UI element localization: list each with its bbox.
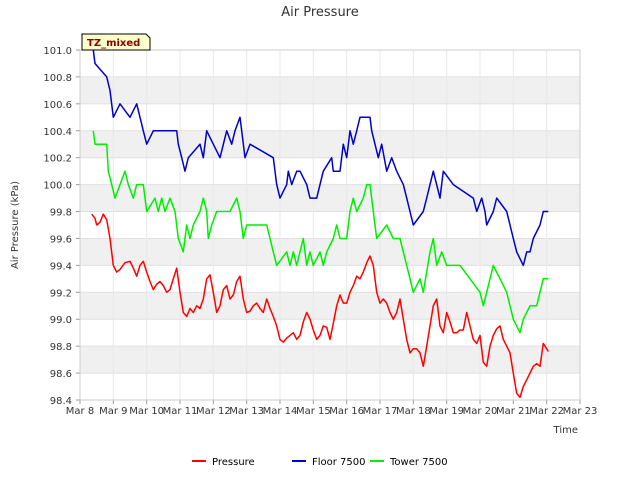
- grid-band: [80, 292, 580, 320]
- x-tick-label: Mar 13: [229, 406, 264, 417]
- y-tick-label: 98.6: [50, 369, 72, 380]
- x-tick-label: Mar 23: [563, 406, 598, 417]
- series-line-floor-7500: [92, 49, 549, 267]
- axis-layer: 98.4 98.6 98.8 99.0 99.2 99.4 99.6 99.8 100.0 100…: [43, 46, 597, 417]
- x-tick-label: Mar 9: [99, 406, 127, 417]
- y-tick-label: 100.2: [43, 154, 72, 165]
- y-axis-label: Air Pressure (kPa): [10, 181, 21, 269]
- y-tick-label: 101.0: [43, 46, 72, 57]
- x-tick-label: Mar 12: [196, 406, 231, 417]
- y-tick-label: 100.8: [43, 73, 72, 84]
- x-tick-label: Mar 21: [496, 406, 531, 417]
- tz-badge: TZ_mixed: [81, 33, 151, 51]
- grid-layer: [79, 49, 581, 401]
- y-tick-label: 98.4: [50, 396, 72, 407]
- plot-frame: [79, 49, 581, 401]
- x-tick-label: Mar 20: [463, 406, 498, 417]
- y-tick-label: 99.8: [50, 208, 72, 219]
- x-tick-label: Mar 19: [429, 406, 464, 417]
- chart-title: Air Pressure: [281, 5, 359, 20]
- y-tick-label: 100.0: [43, 181, 72, 192]
- legend-item: Tower 7500: [370, 457, 448, 468]
- y-tick-label: 99.0: [50, 315, 72, 326]
- x-tick-label: Mar 17: [363, 406, 398, 417]
- x-tick-label: Mar 22: [529, 406, 564, 417]
- x-tick-label: Mar 10: [129, 406, 164, 417]
- y-tick-label: 99.2: [50, 288, 72, 299]
- legend-label: Floor 7500: [312, 457, 366, 468]
- legend-item: Pressure: [192, 457, 255, 468]
- series-layer: [91, 49, 549, 399]
- x-tick-label: Mar 14: [263, 406, 298, 417]
- y-tick-label: 100.4: [43, 127, 72, 138]
- series-line-pressure: [91, 213, 549, 399]
- x-tick-label: Mar 15: [296, 406, 331, 417]
- x-axis-label: Time: [553, 425, 578, 436]
- series-line-tower-7500: [92, 130, 549, 334]
- y-tick-label: 98.8: [50, 342, 72, 353]
- grid-band: [80, 238, 580, 266]
- grid-band: [80, 76, 580, 104]
- x-tick-label: Mar 8: [66, 406, 94, 417]
- legend-label: Tower 7500: [389, 457, 448, 468]
- legend-item: Floor 7500: [292, 457, 366, 468]
- x-tick-label: Mar 11: [163, 406, 198, 417]
- y-tick-label: 100.6: [43, 100, 72, 111]
- x-tick-label: Mar 18: [396, 406, 431, 417]
- grid-band: [80, 346, 580, 374]
- tz-badge-label: TZ_mixed: [87, 38, 140, 49]
- x-tick-label: Mar 16: [329, 406, 364, 417]
- y-tick-label: 99.6: [50, 234, 72, 245]
- y-tick-label: 99.4: [50, 261, 72, 272]
- legend: Pressure Floor 7500 Tower 7500: [192, 457, 448, 468]
- legend-label: Pressure: [212, 457, 255, 468]
- grid-band: [80, 130, 580, 158]
